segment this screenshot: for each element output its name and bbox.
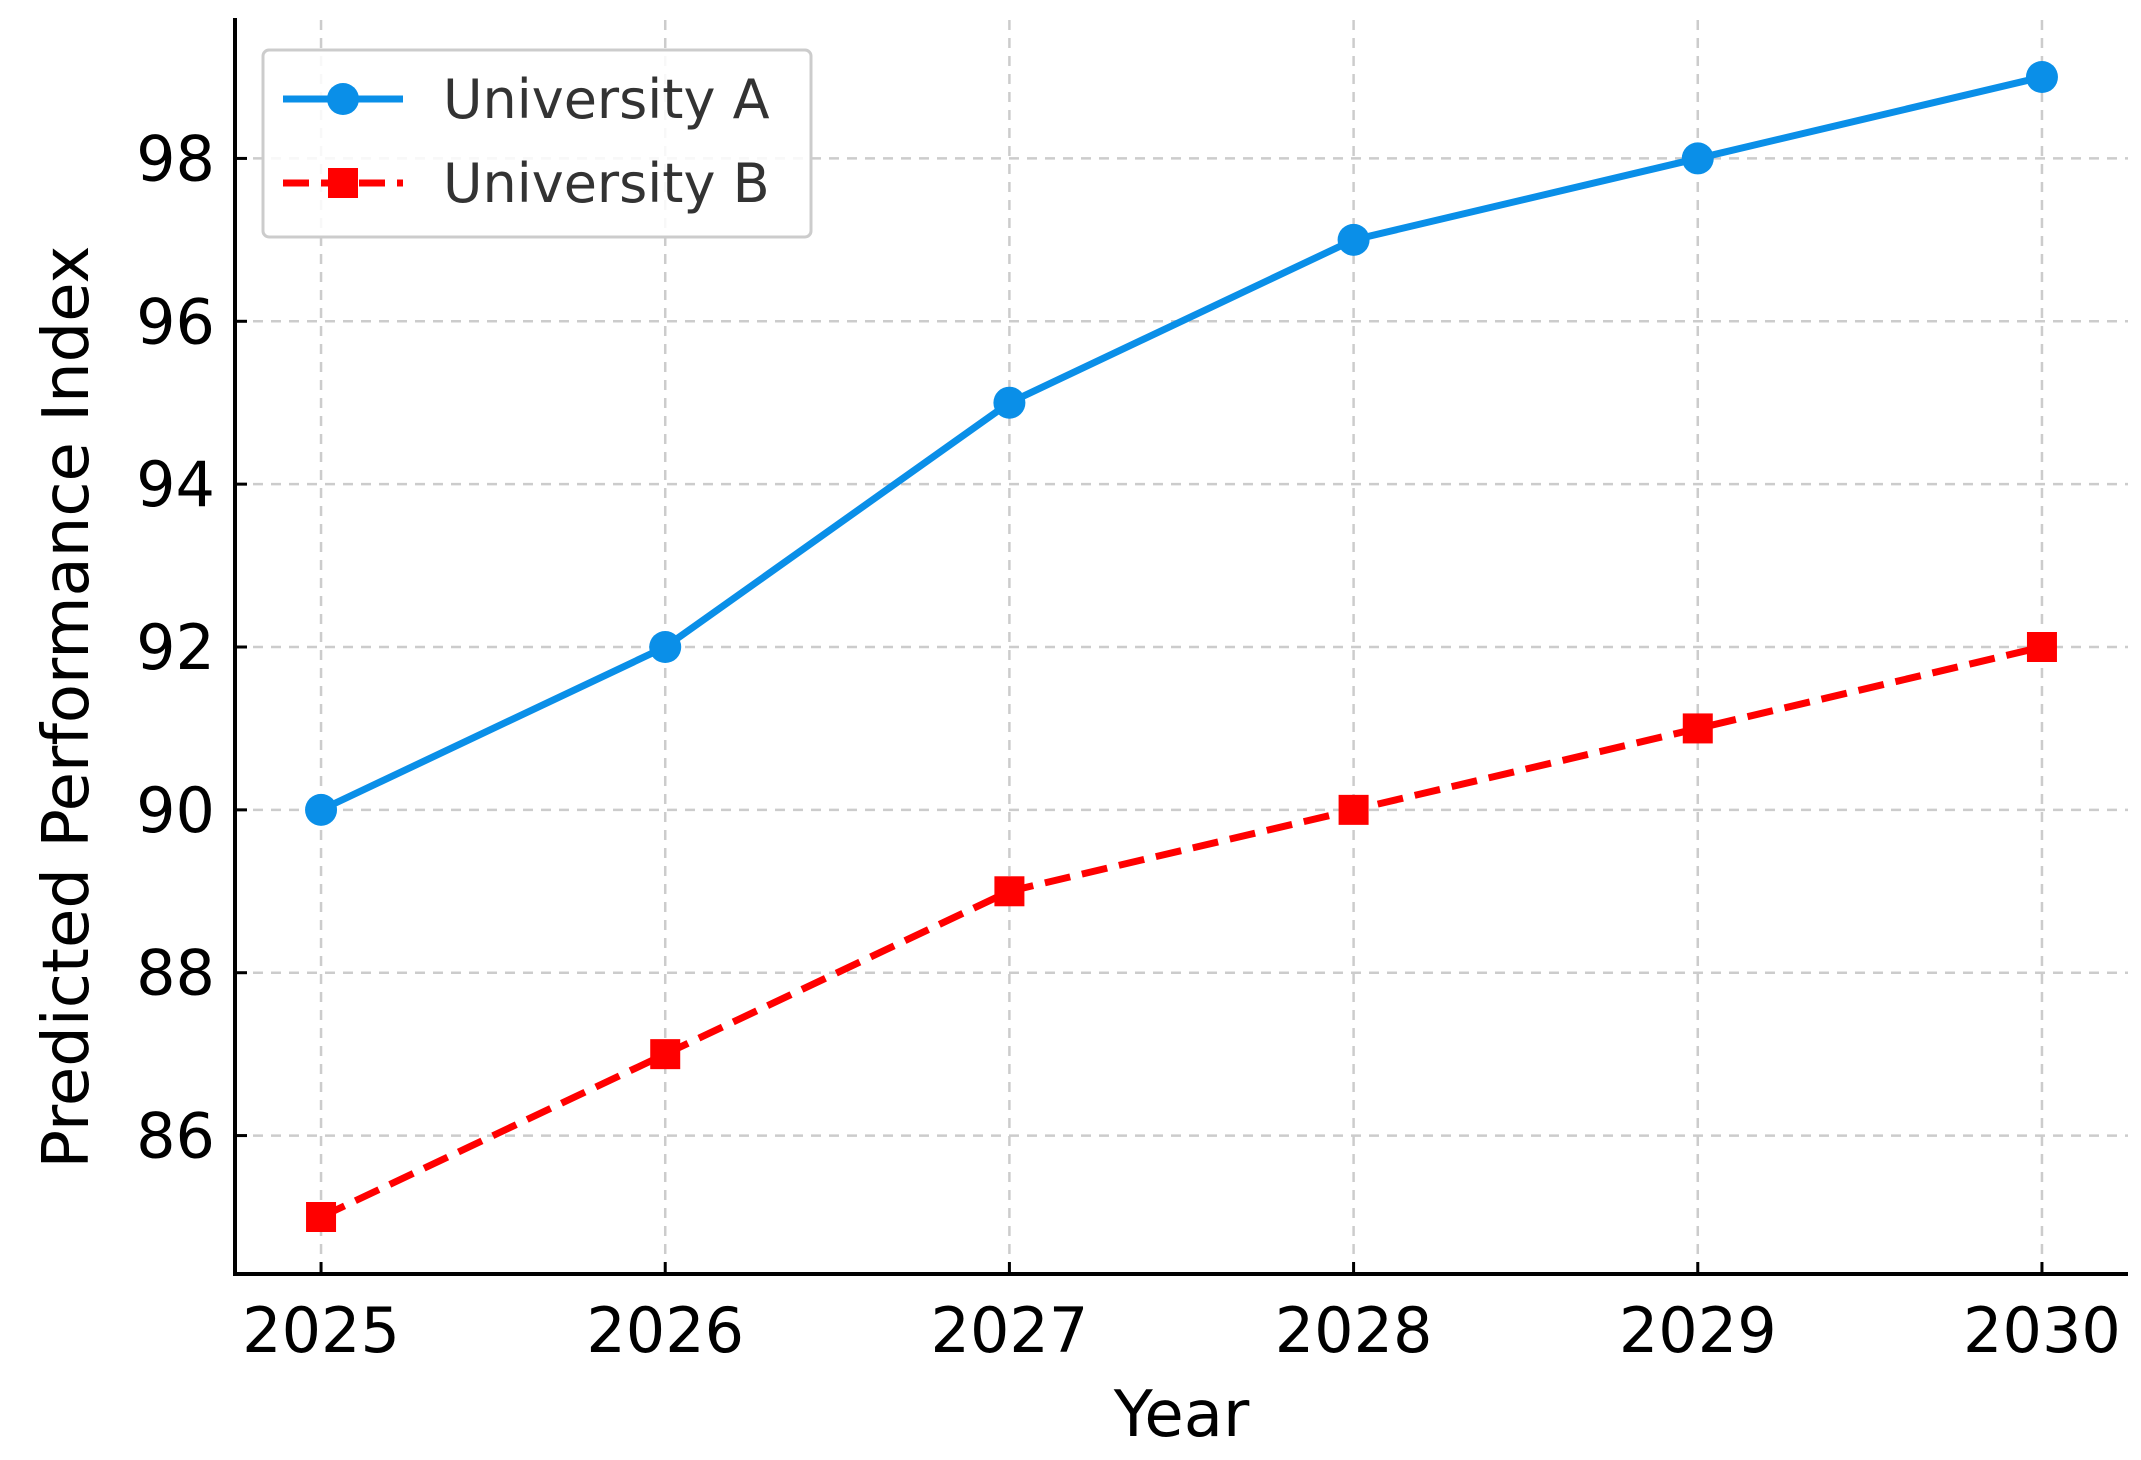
legend-marker — [328, 168, 358, 198]
series-a — [305, 61, 2058, 826]
x-tick-label: 2025 — [242, 1294, 400, 1367]
y-tick-label: 86 — [136, 1100, 215, 1173]
y-tick-label: 90 — [136, 774, 215, 847]
x-tick-label: 2030 — [1963, 1294, 2121, 1367]
y-axis-title: Predicted Performance Index — [30, 246, 104, 1169]
data-point — [2026, 632, 2057, 662]
data-point — [994, 876, 1025, 907]
y-tick-label: 92 — [136, 611, 215, 684]
x-tick-label: 2029 — [1619, 1294, 1777, 1367]
series-line — [319, 643, 2043, 1221]
data-point — [1682, 713, 1713, 744]
data-point — [993, 386, 1026, 419]
y-ticks: 86 88 90 92 94 96 98 — [136, 122, 247, 1173]
legend-label: University A — [443, 68, 770, 131]
legend-entry: University B — [283, 152, 770, 215]
series-layer — [305, 61, 2058, 1232]
series-line — [319, 73, 2043, 814]
x-tick-label: 2028 — [1275, 1294, 1433, 1367]
x-axis-title: Year — [1113, 1378, 1250, 1452]
data-point — [1681, 142, 1714, 175]
x-ticks: 2025 2026 2027 2028 2029 2030 — [242, 1262, 2121, 1367]
x-tick-label: 2026 — [586, 1294, 744, 1367]
data-point — [650, 1039, 681, 1070]
data-point — [1338, 794, 1369, 825]
data-point — [305, 793, 338, 826]
data-point — [2025, 61, 2058, 93]
y-tick-label: 96 — [136, 285, 215, 358]
y-tick-label: 88 — [136, 937, 215, 1010]
data-point — [649, 631, 682, 663]
x-tick-label: 2027 — [931, 1294, 1089, 1367]
y-tick-label: 94 — [136, 448, 215, 521]
series-b — [306, 632, 2057, 1232]
legend-entry: University A — [283, 68, 770, 131]
legend-marker — [327, 83, 359, 115]
data-point — [1337, 223, 1370, 256]
y-tick-label: 98 — [136, 122, 215, 195]
legend: University A University B — [261, 48, 813, 239]
data-point — [306, 1202, 337, 1232]
legend-label: University B — [443, 152, 770, 215]
legend-entries: University A University B — [283, 68, 770, 215]
